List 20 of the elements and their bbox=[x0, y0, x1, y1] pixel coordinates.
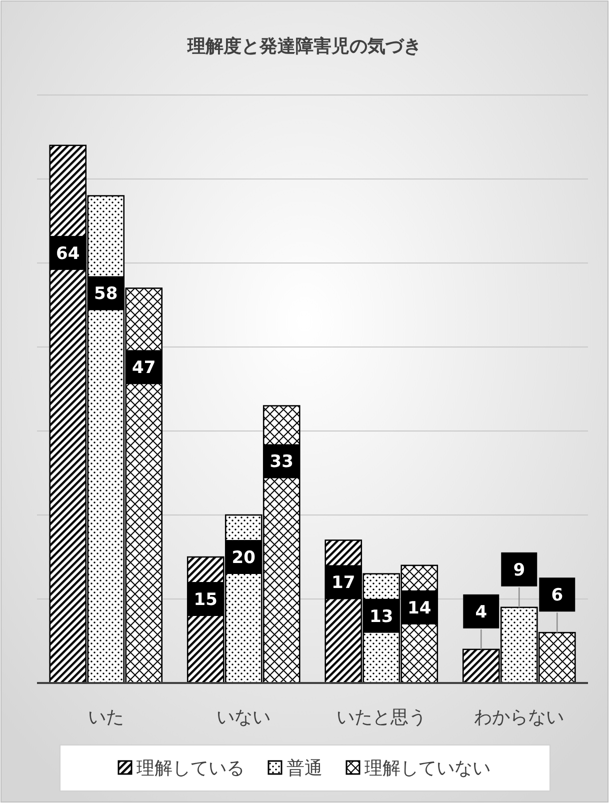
x-tick-label: いない bbox=[216, 707, 271, 728]
legend-label: 理解している bbox=[136, 758, 244, 779]
data-label: 9 bbox=[513, 560, 526, 580]
x-tick-label: いたと思う bbox=[336, 707, 426, 728]
legend-label: 理解していない bbox=[364, 758, 490, 779]
data-label: 64 bbox=[56, 244, 80, 264]
data-label: 14 bbox=[408, 598, 432, 618]
data-label: 15 bbox=[194, 590, 218, 610]
x-tick-label: わからない bbox=[474, 707, 564, 728]
data-label: 58 bbox=[94, 284, 118, 304]
x-tick-label: いた bbox=[88, 707, 124, 728]
legend-label: 普通 bbox=[286, 758, 322, 779]
data-label: 33 bbox=[270, 452, 294, 472]
data-label: 20 bbox=[232, 548, 256, 568]
data-label: 47 bbox=[132, 358, 156, 378]
data-label: 17 bbox=[332, 573, 356, 594]
data-label: 4 bbox=[475, 602, 488, 622]
data-label: 13 bbox=[370, 606, 394, 627]
data-label: 6 bbox=[551, 586, 564, 606]
chart-title: 理解度と発達障害児の気づき bbox=[186, 36, 422, 57]
